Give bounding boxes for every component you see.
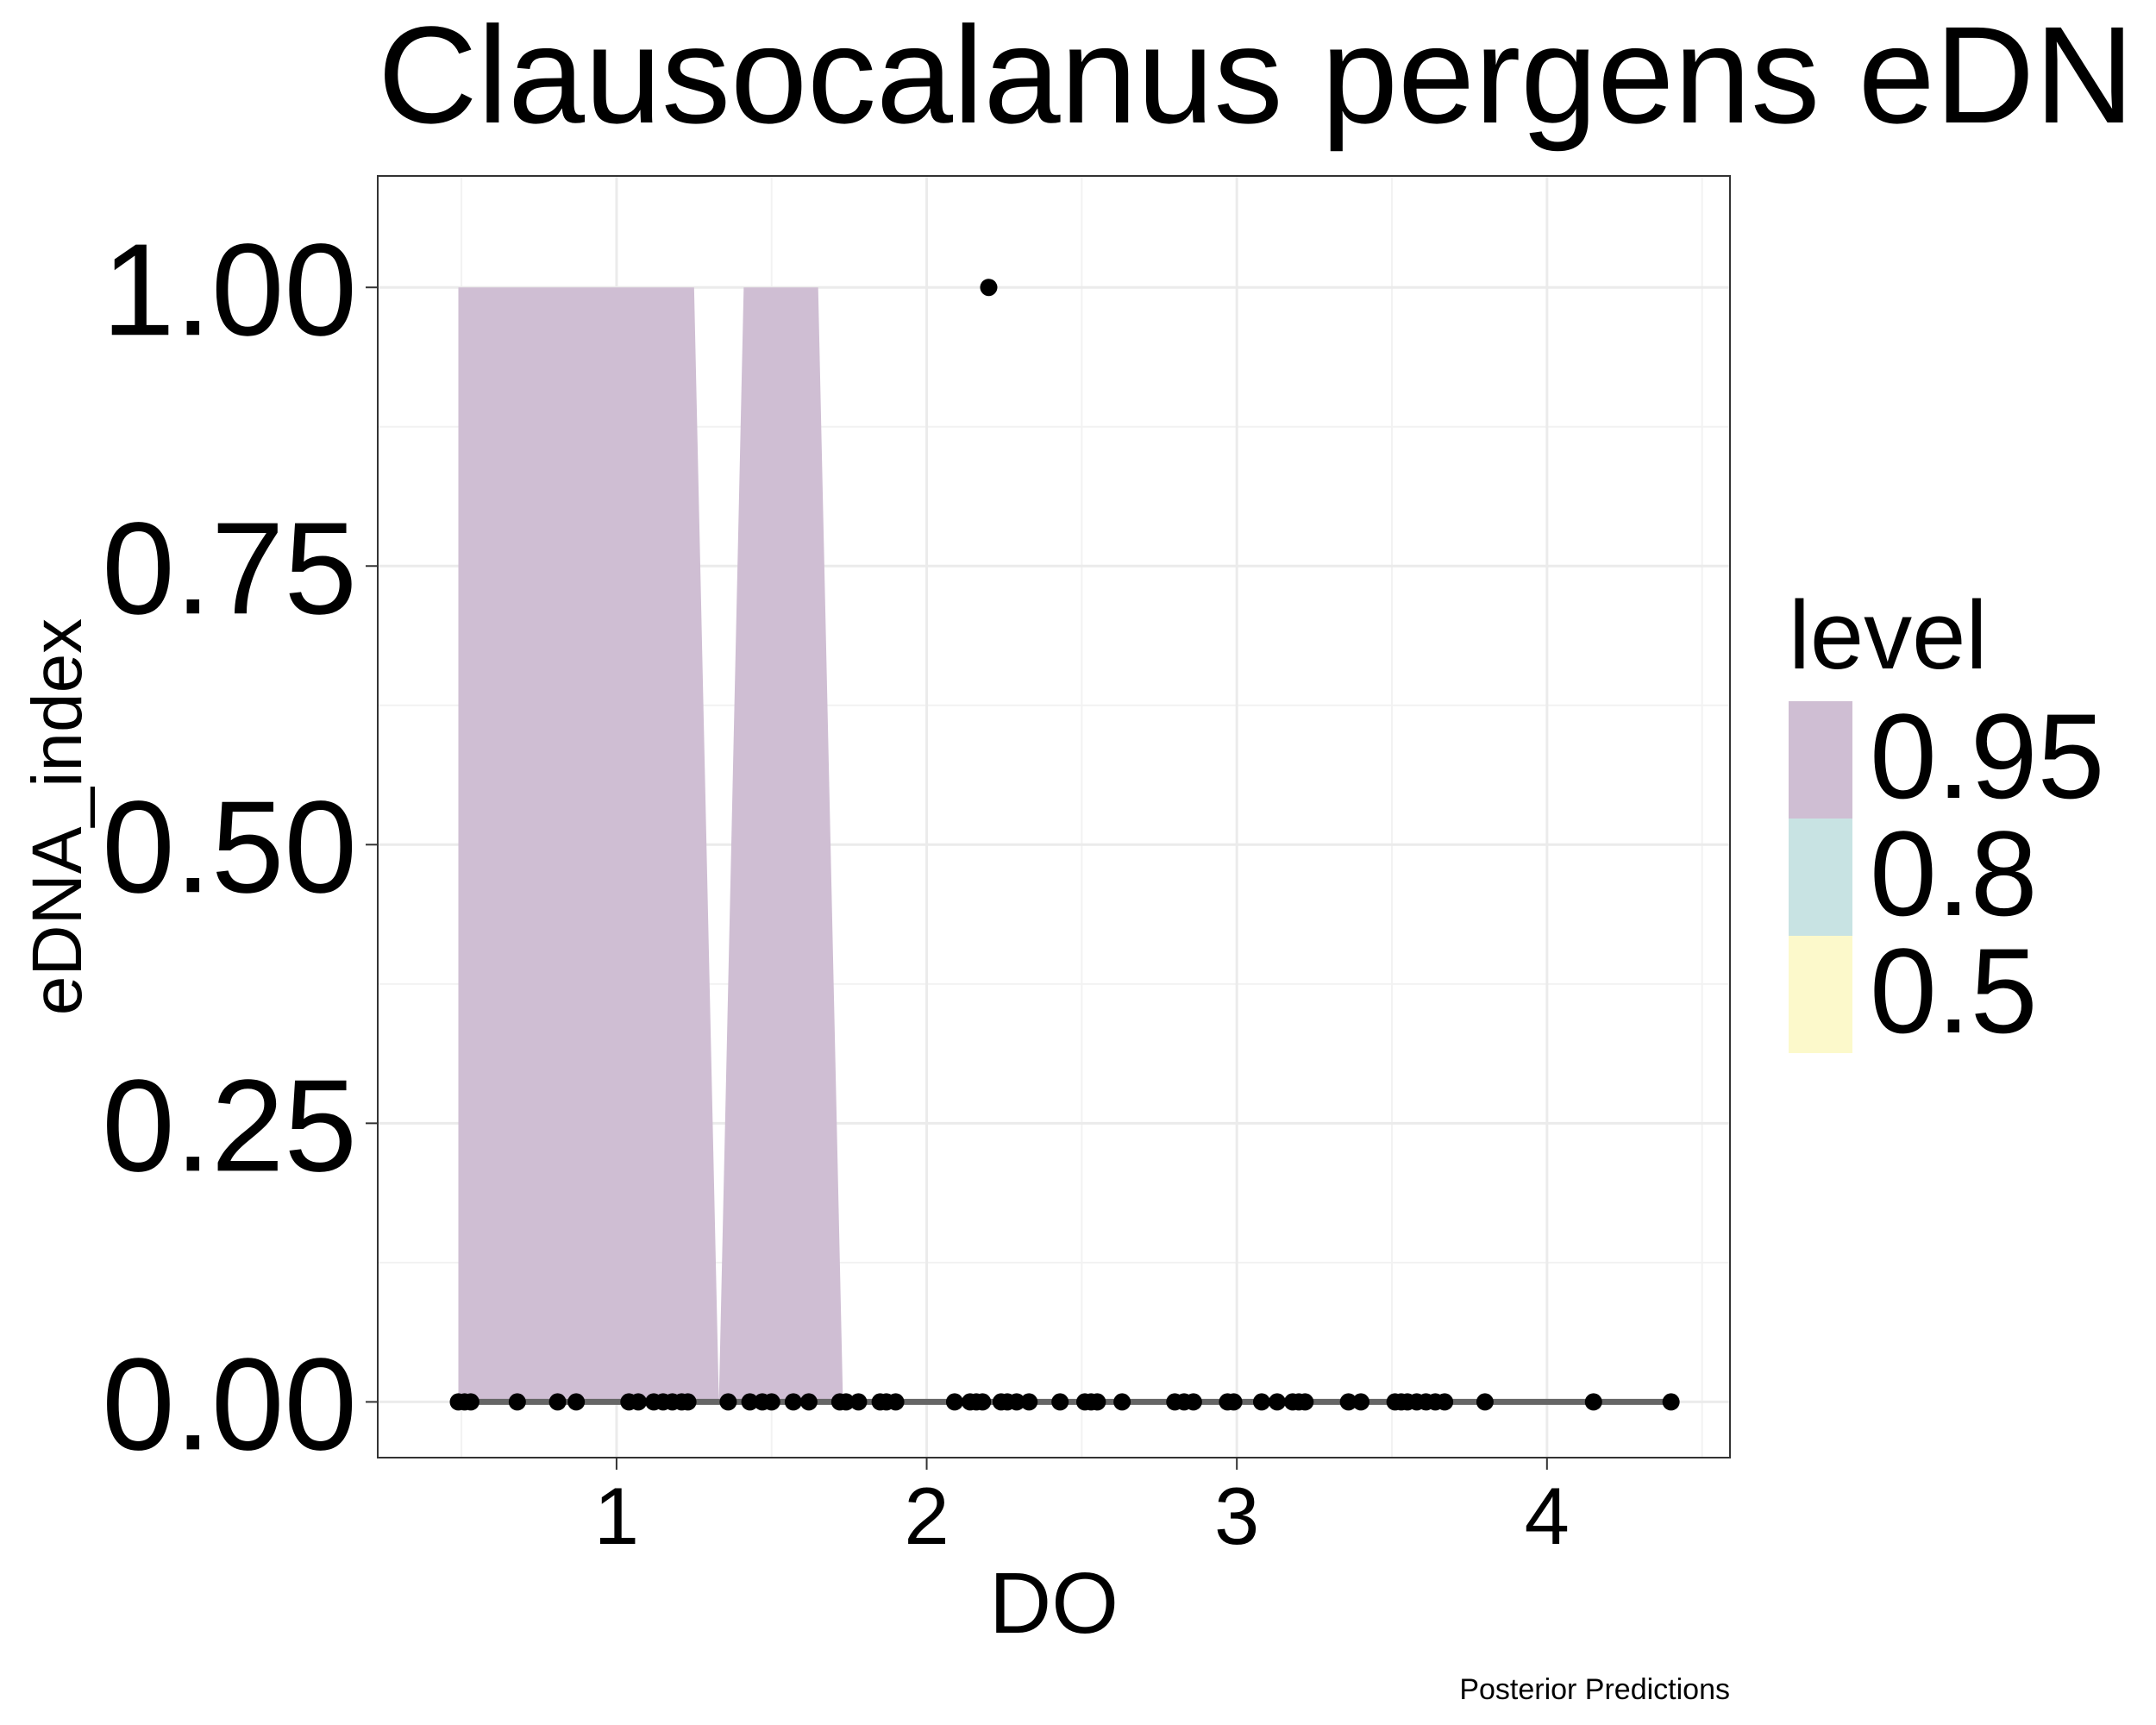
legend-title: level bbox=[1789, 581, 1987, 689]
interval-band-0.95 bbox=[458, 287, 843, 1402]
x-tick-label: 1 bbox=[594, 1471, 639, 1561]
x-tick-label: 2 bbox=[904, 1471, 949, 1561]
data-point bbox=[719, 1393, 737, 1411]
y-axis-label: eDNA_index bbox=[18, 618, 97, 1015]
x-axis: 1 2 3 4 bbox=[594, 1458, 1570, 1561]
panel-border bbox=[377, 175, 1731, 1458]
data-point bbox=[887, 1393, 905, 1411]
data-point bbox=[741, 1393, 759, 1411]
data-point bbox=[1662, 1393, 1680, 1411]
y-tick-label: 0.75 bbox=[102, 495, 357, 642]
data-point bbox=[849, 1393, 868, 1411]
legend-entries: 0.950.80.5 bbox=[1789, 688, 2104, 1058]
data-point bbox=[762, 1393, 780, 1411]
y-tick-label: 1.00 bbox=[102, 216, 357, 363]
data-point bbox=[1184, 1393, 1202, 1411]
data-point bbox=[1088, 1393, 1106, 1411]
data-point bbox=[567, 1393, 586, 1411]
data-point bbox=[1268, 1393, 1286, 1411]
data-point bbox=[1339, 1393, 1357, 1411]
legend-swatch bbox=[1789, 936, 1852, 1053]
data-point bbox=[1225, 1393, 1243, 1411]
data-point bbox=[799, 1393, 818, 1411]
data-point bbox=[1007, 1393, 1025, 1411]
data-point bbox=[837, 1393, 856, 1411]
x-tick-label: 3 bbox=[1214, 1471, 1259, 1561]
legend-label: 0.95 bbox=[1870, 688, 2104, 824]
data-point bbox=[1051, 1393, 1069, 1411]
data-point bbox=[974, 1393, 992, 1411]
legend-swatch bbox=[1789, 819, 1852, 936]
data-point bbox=[1352, 1393, 1370, 1411]
legend: level 0.950.80.5 bbox=[1789, 581, 2104, 1058]
data-point bbox=[784, 1393, 802, 1411]
y-tick-label: 0.00 bbox=[102, 1331, 357, 1477]
data-point bbox=[1436, 1393, 1454, 1411]
legend-swatch bbox=[1789, 701, 1852, 819]
caption: Posterior Predictions bbox=[1459, 1673, 1730, 1706]
data-point bbox=[1476, 1393, 1494, 1411]
x-tick-label: 4 bbox=[1525, 1471, 1570, 1561]
chart-title: Clausocalanus pergens eDN bbox=[378, 0, 2134, 152]
legend-label: 0.5 bbox=[1870, 923, 2038, 1058]
legend-label: 0.8 bbox=[1870, 806, 2038, 941]
y-tick-label: 0.50 bbox=[102, 774, 357, 920]
data-point bbox=[1296, 1393, 1314, 1411]
data-point bbox=[679, 1393, 697, 1411]
data-points bbox=[449, 279, 1680, 1411]
data-point bbox=[548, 1393, 567, 1411]
data-point bbox=[1113, 1393, 1131, 1411]
data-point bbox=[508, 1393, 526, 1411]
y-axis: 0.00 0.25 0.50 0.75 1.00 bbox=[102, 216, 378, 1477]
interval-bands bbox=[458, 287, 843, 1402]
y-tick-label: 0.25 bbox=[102, 1052, 357, 1199]
data-point bbox=[945, 1393, 963, 1411]
data-point bbox=[1252, 1393, 1270, 1411]
data-point bbox=[630, 1393, 648, 1411]
data-point bbox=[1020, 1393, 1038, 1411]
data-point bbox=[980, 279, 998, 297]
data-point bbox=[461, 1393, 479, 1411]
data-point bbox=[1584, 1393, 1602, 1411]
x-axis-label: DO bbox=[989, 1555, 1119, 1652]
